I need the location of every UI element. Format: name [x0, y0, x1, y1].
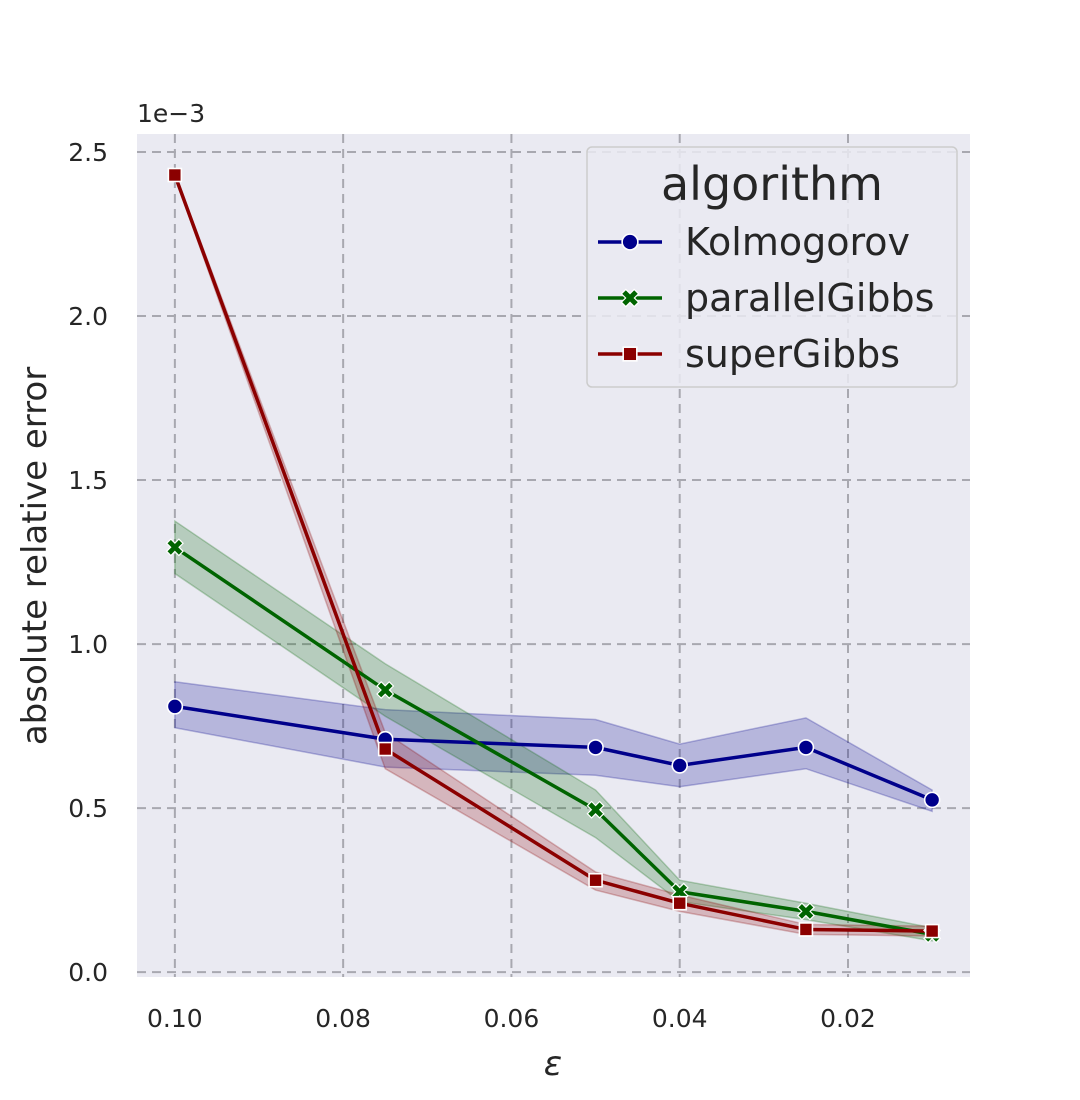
parallelgibbs-line — [173, 545, 933, 937]
series-markers — [165, 167, 942, 944]
y-tick-label: 2.0 — [68, 302, 108, 331]
y-offset-label: 1e−3 — [137, 99, 205, 128]
legend: algorithm Kolmogorov parallelGibbs superGi… — [586, 146, 958, 388]
legend-box — [586, 146, 958, 388]
x-tick-label: 0.06 — [484, 1004, 540, 1033]
supergibbs-point — [672, 895, 688, 911]
y-tick-labels: 0.0 0.5 1.0 1.5 2.0 2.5 — [68, 138, 108, 987]
parallelgibbs-confidence-band — [174, 519, 933, 942]
x-tick-label: 0.08 — [315, 1004, 371, 1033]
kolmogorov-point — [166, 698, 184, 715]
y-tick-label: 2.5 — [68, 138, 108, 167]
legend-kolmogorov-label: Kolmogorov — [685, 220, 910, 264]
supergibbs-point — [377, 741, 393, 757]
legend-parallelgibbs-marker — [620, 288, 640, 308]
x-tick-label: 0.10 — [147, 1004, 203, 1033]
legend-parallelgibbs-label: parallelGibbs — [685, 276, 934, 320]
supergibbs-line — [173, 174, 933, 933]
supergibbs-point — [167, 167, 183, 183]
y-axis-label: absolute relative error — [15, 367, 55, 745]
legend-kolmogorov-marker — [621, 233, 639, 251]
parallelgibbs-point — [586, 800, 605, 819]
kolmogorov-point — [923, 791, 941, 809]
kolmogorov-point — [797, 739, 815, 756]
parallelgibbs-point — [796, 902, 815, 921]
kolmogorov-point — [587, 739, 604, 756]
supergibbs-point — [588, 872, 603, 888]
x-tick-labels: 0.10 0.08 0.06 0.04 0.02 — [147, 1004, 876, 1033]
kolmogorov-line — [174, 704, 933, 802]
x-tick-label: 0.02 — [820, 1004, 876, 1033]
x-axis-label: ε — [544, 1044, 562, 1084]
supergibbs-point — [924, 923, 940, 939]
y-tick-label: 0.5 — [68, 794, 108, 823]
parallelgibbs-point — [376, 680, 395, 700]
supergibbs-point — [798, 922, 814, 937]
y-tick-label: 1.5 — [68, 466, 108, 495]
y-tick-label: 1.0 — [68, 630, 108, 659]
legend-supergibbs-marker — [622, 346, 638, 362]
legend-items: Kolmogorov parallelGibbs superGibbs — [598, 220, 934, 376]
y-tick-label: 0.0 — [68, 958, 108, 987]
series-lines — [173, 174, 933, 937]
kolmogorov-point — [671, 757, 689, 774]
parallelgibbs-point — [165, 538, 184, 557]
x-tick-label: 0.04 — [652, 1004, 708, 1033]
legend-supergibbs-label: superGibbs — [685, 332, 900, 376]
legend-title: algorithm — [661, 157, 883, 211]
